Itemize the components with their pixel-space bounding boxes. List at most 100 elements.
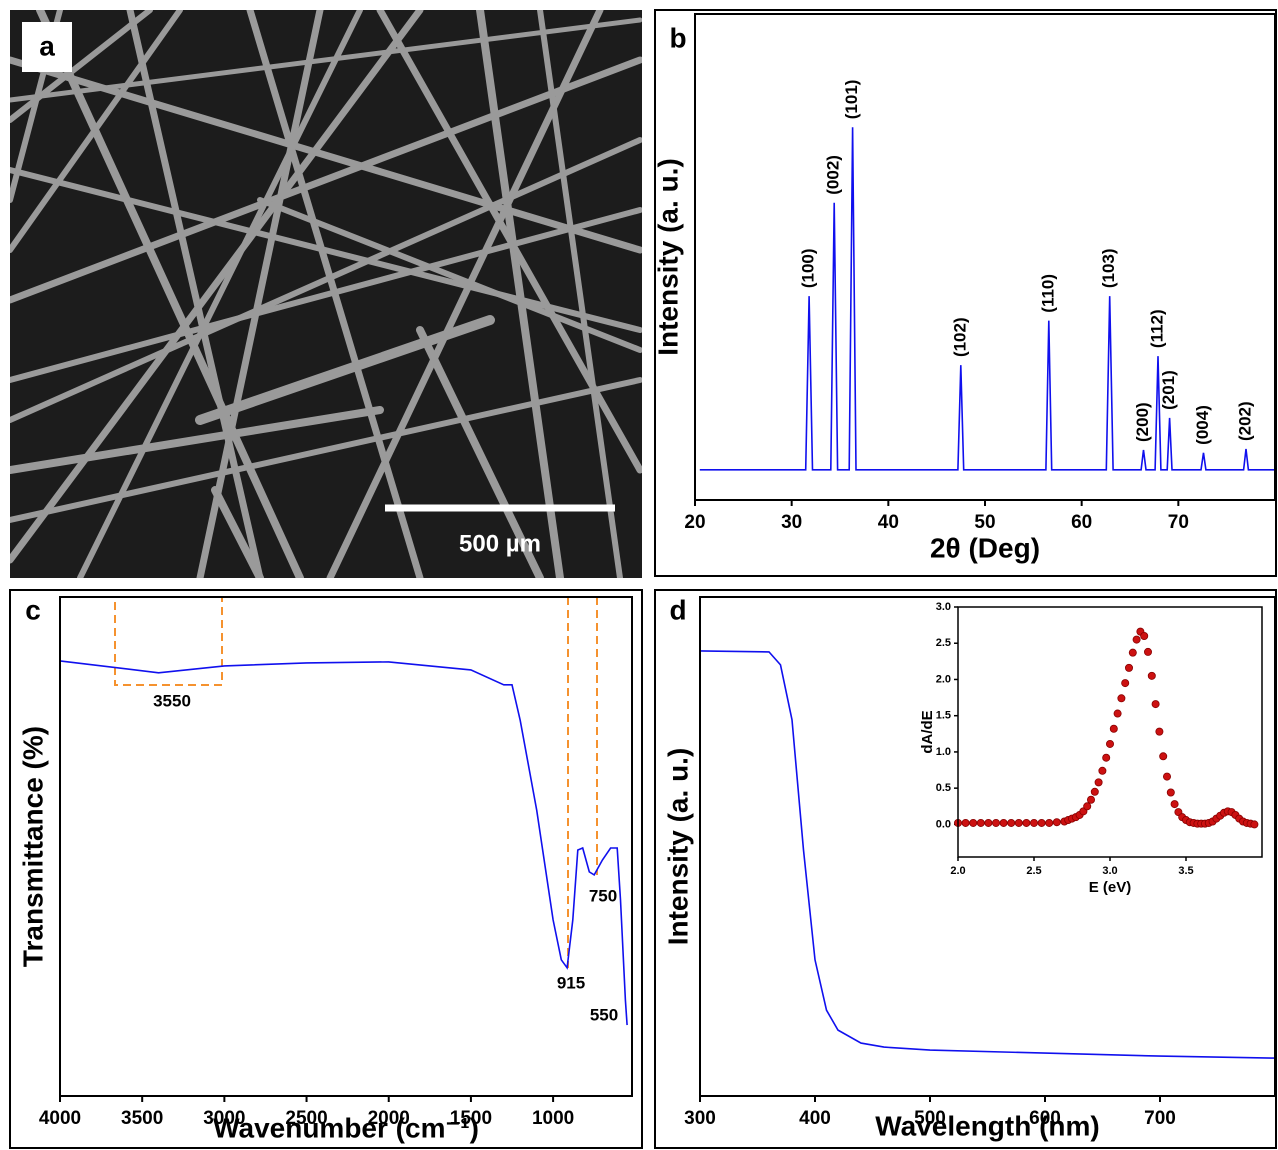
x-tick-label: 30 bbox=[781, 512, 802, 533]
y-axis-label: Intensity (a. u.) bbox=[652, 158, 683, 356]
peak-label: (100) bbox=[799, 248, 818, 288]
fiber bbox=[196, 10, 324, 578]
peak-label: (112) bbox=[1148, 309, 1167, 348]
y-tick-label: 1.5 bbox=[936, 710, 951, 722]
fiber bbox=[10, 137, 642, 423]
peak-label: 915 bbox=[557, 973, 585, 992]
data-point bbox=[976, 818, 985, 827]
data-point bbox=[1052, 818, 1061, 827]
fiber bbox=[10, 10, 153, 123]
fiber bbox=[537, 10, 623, 578]
fiber bbox=[10, 377, 642, 523]
panel-label: b bbox=[669, 22, 686, 53]
y-axis-label: Transmittance (%) bbox=[17, 726, 48, 967]
data-point bbox=[1045, 818, 1054, 827]
panel-frame bbox=[654, 9, 1277, 577]
plot-frame bbox=[957, 606, 1263, 858]
data-point bbox=[1022, 818, 1031, 827]
y-tick-label: 0.0 bbox=[936, 818, 951, 830]
x-tick-label: 3.0 bbox=[1102, 865, 1117, 877]
data-point bbox=[1106, 739, 1115, 748]
x-axis-label: Wavelength (nm) bbox=[875, 1110, 1100, 1141]
fiber bbox=[211, 486, 264, 578]
panel-label: d bbox=[669, 594, 686, 625]
data-point bbox=[961, 818, 970, 827]
fiber bbox=[10, 56, 642, 304]
peak-label: (102) bbox=[950, 317, 969, 357]
data-point bbox=[1102, 753, 1111, 762]
data-line bbox=[59, 660, 628, 1026]
plot-frame bbox=[699, 596, 1276, 1097]
fiber bbox=[10, 207, 642, 383]
x-axis-label: E (eV) bbox=[1089, 879, 1132, 896]
x-tick-label: 2500 bbox=[285, 1108, 327, 1129]
fiber bbox=[10, 10, 424, 564]
data-point bbox=[1155, 727, 1164, 736]
panel-label: a bbox=[39, 30, 55, 61]
data-line bbox=[699, 650, 1276, 1059]
data-point bbox=[1113, 709, 1122, 718]
peak-label: (002) bbox=[824, 155, 843, 195]
data-point bbox=[1083, 802, 1092, 811]
peak-label: 3550 bbox=[153, 691, 191, 710]
data-point bbox=[1094, 778, 1103, 787]
fiber bbox=[416, 326, 544, 578]
x-tick-label: 70 bbox=[1168, 512, 1189, 533]
peak-label: (004) bbox=[1193, 405, 1212, 445]
data-point bbox=[1163, 772, 1172, 781]
data-point bbox=[1090, 787, 1099, 796]
data-point bbox=[1132, 635, 1141, 644]
panel-label-box bbox=[22, 22, 72, 72]
y-tick-label: 3.0 bbox=[936, 601, 951, 613]
fiber bbox=[10, 406, 384, 474]
data-point bbox=[1121, 679, 1130, 688]
x-tick-label: 1500 bbox=[450, 1108, 492, 1129]
data-point bbox=[1014, 818, 1023, 827]
scale-bar-label: 500 µm bbox=[459, 530, 541, 557]
data-point bbox=[1144, 647, 1153, 656]
y-tick-label: 2.0 bbox=[936, 673, 951, 685]
fiber bbox=[10, 56, 642, 254]
fiber bbox=[36, 10, 304, 578]
y-tick-label: 2.5 bbox=[936, 637, 951, 649]
peak-label: (200) bbox=[1133, 402, 1152, 442]
data-point bbox=[1170, 800, 1179, 809]
panel-frame bbox=[9, 589, 643, 1149]
x-tick-label: 500 bbox=[914, 1108, 946, 1129]
x-tick-label: 2000 bbox=[368, 1108, 410, 1129]
x-tick-label: 2.0 bbox=[950, 865, 965, 877]
x-axis-label: 2θ (Deg) bbox=[930, 532, 1040, 563]
data-point bbox=[1030, 818, 1039, 827]
fiber bbox=[257, 197, 642, 353]
x-tick-label: 3000 bbox=[203, 1108, 245, 1129]
fiber bbox=[126, 10, 264, 578]
y-axis-label: Intensity (a. u.) bbox=[662, 748, 693, 946]
data-point bbox=[1147, 671, 1156, 680]
x-tick-label: 600 bbox=[1029, 1108, 1061, 1129]
x-tick-label: 60 bbox=[1071, 512, 1092, 533]
x-axis-label: Wavenumber (cm⁻¹) bbox=[213, 1112, 479, 1143]
data-point bbox=[1128, 648, 1137, 657]
panel-label: c bbox=[25, 594, 41, 625]
peak-label: (103) bbox=[1099, 248, 1118, 288]
data-point bbox=[1007, 818, 1016, 827]
data-point bbox=[992, 818, 1001, 827]
data-point bbox=[999, 818, 1008, 827]
x-tick-label: 20 bbox=[684, 512, 705, 533]
inset-background bbox=[958, 607, 1262, 857]
y-tick-label: 1.0 bbox=[936, 746, 951, 758]
fiber bbox=[77, 10, 363, 578]
peak-label: 750 bbox=[589, 886, 617, 905]
plot-frame bbox=[59, 596, 633, 1097]
data-point bbox=[1125, 663, 1134, 672]
x-tick-label: 3500 bbox=[121, 1108, 163, 1129]
fiber bbox=[476, 10, 564, 578]
data-point bbox=[1151, 700, 1160, 709]
data-point bbox=[1140, 631, 1149, 640]
fiber bbox=[195, 315, 495, 425]
peak-label: (101) bbox=[842, 80, 861, 120]
data-point bbox=[969, 818, 978, 827]
data-line bbox=[699, 127, 1275, 471]
fiber bbox=[10, 167, 642, 333]
